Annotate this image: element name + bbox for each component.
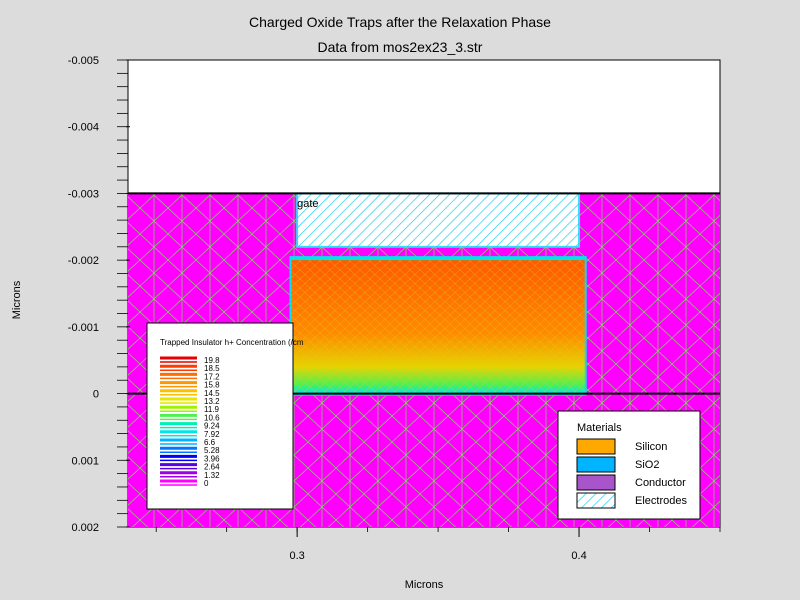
legend-level-label: 6.6 (204, 438, 216, 447)
legend-level-label: 19.8 (204, 356, 220, 365)
legend-level-label: 2.64 (204, 463, 220, 472)
legend-level-label: 0 (204, 479, 209, 488)
y-axis-ticks: -0.005 -0.004 -0.003 -0.002 -0.001 0 0.001 0.00… (68, 55, 130, 534)
y-tick-label: -0.003 (68, 188, 99, 200)
material-swatch (576, 438, 616, 455)
materials-legend-title: Materials (577, 422, 622, 434)
gate-electrode-hatch (297, 193, 580, 247)
material-label: Conductor (635, 477, 686, 489)
legend-level-label: 13.2 (204, 397, 220, 406)
legend-level-label: 3.96 (204, 454, 220, 463)
chart-title: Charged Oxide Traps after the Relaxation… (249, 14, 551, 30)
material-label: Electrodes (635, 495, 687, 507)
material-swatch (576, 474, 616, 491)
y-tick-label: -0.005 (68, 55, 99, 67)
legend-level-label: 18.5 (204, 364, 220, 373)
x-tick-label: 0.4 (571, 550, 586, 562)
material-label: Silicon (635, 441, 667, 453)
x-axis-label: Microns (405, 579, 444, 591)
legend-level-label: 10.6 (204, 413, 220, 422)
y-tick-label: 0.001 (71, 455, 99, 467)
legend-level-label: 1.32 (204, 471, 220, 480)
y-tick-label: -0.001 (68, 322, 99, 334)
x-axis-ticks: 0.3 0.4 (155, 527, 721, 562)
y-tick-label: 0 (93, 389, 99, 401)
material-label: SiO2 (635, 459, 659, 471)
concentration-legend-title: Trapped Insulator h+ Concentration (/cm (160, 338, 304, 347)
legend-level-label: 9.24 (204, 422, 220, 431)
legend-level-label: 11.9 (204, 405, 220, 414)
y-axis-label: Microns (11, 280, 23, 319)
material-swatch (576, 456, 616, 473)
y-tick-label: 0.002 (71, 522, 99, 534)
trapped-charge-region-mesh (291, 260, 585, 394)
gate-label: gate (297, 198, 318, 210)
chart-subtitle: Data from mos2ex23_3.str (318, 39, 483, 55)
y-tick-label: -0.002 (68, 255, 99, 267)
concentration-legend: Trapped Insulator h+ Concentration (/cm … (146, 322, 304, 510)
legend-level-label: 5.28 (204, 446, 220, 455)
legend-levels: 19.818.517.215.814.513.211.910.69.247.92… (160, 356, 220, 488)
legend-level-label: 15.8 (204, 381, 220, 390)
legend-level-label: 7.92 (204, 430, 220, 439)
legend-level-label: 17.2 (204, 372, 220, 381)
x-tick-label: 0.3 (289, 550, 304, 562)
legend-level-label: 14.5 (204, 389, 220, 398)
material-swatch (576, 492, 616, 509)
materials-items: Silicon SiO2 Conductor Electrodes (576, 438, 687, 509)
y-tick-label: -0.004 (68, 122, 99, 134)
materials-legend: Materials Silicon SiO2 Conductor Electrodes (557, 410, 701, 520)
